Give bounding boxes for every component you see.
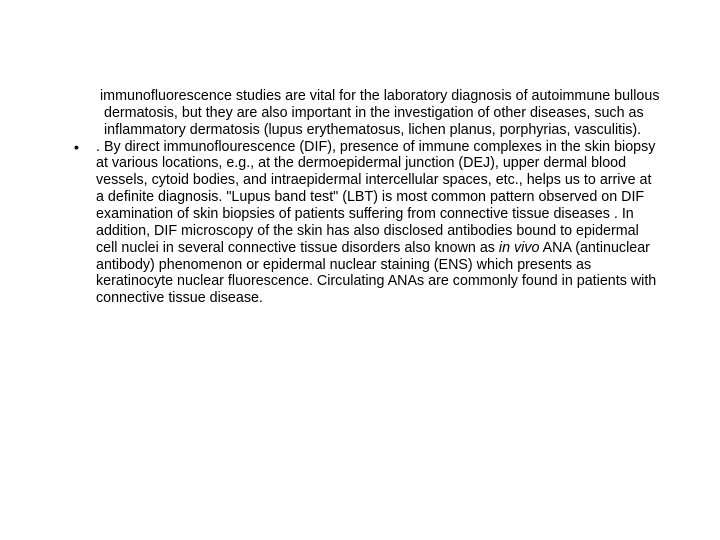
paragraph-text: immunofluorescence studies are vital for… bbox=[100, 88, 659, 138]
paragraph-text-italic: in vivo bbox=[499, 240, 540, 256]
slide: immunofluorescence studies are vital for… bbox=[0, 0, 720, 540]
bullet-list: immunofluorescence studies are vital for… bbox=[60, 88, 660, 307]
list-item: immunofluorescence studies are vital for… bbox=[96, 88, 660, 139]
list-item: . By direct immunoflourescence (DIF), pr… bbox=[96, 139, 660, 308]
paragraph-text-pre: . By direct immunoflourescence (DIF), pr… bbox=[96, 139, 655, 256]
